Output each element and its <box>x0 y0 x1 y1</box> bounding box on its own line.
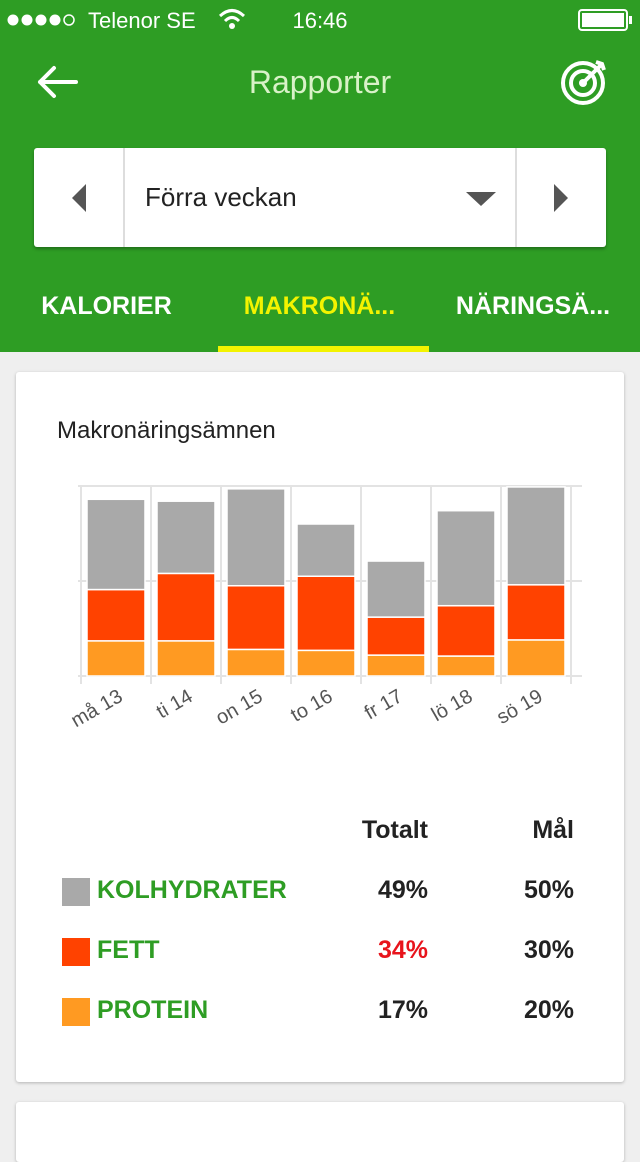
total-value: 17% <box>377 996 428 1024</box>
status-bar: Telenor SE 16:46 <box>0 0 640 40</box>
chart: må 13 ti 14 on 15 to 16 fr 17 lö 18 sö 19 <box>67 485 582 732</box>
total-value: 49% <box>377 876 428 904</box>
x-tick-label: ti 14 <box>153 685 197 723</box>
goal-value: 20% <box>523 996 574 1024</box>
x-tick-label: lö 18 <box>428 685 477 726</box>
selector-label: Förra veckan <box>145 182 297 212</box>
bar-segment <box>226 488 286 587</box>
selector-decor <box>72 148 568 247</box>
bar-segment <box>506 486 566 586</box>
wifi <box>218 9 246 29</box>
legend-swatch <box>62 878 90 906</box>
bar-segment <box>86 498 146 591</box>
bar-segment <box>86 588 146 642</box>
legend-swatch <box>62 938 90 966</box>
bar-segment <box>506 639 566 677</box>
bar-segment <box>296 649 356 677</box>
x-tick-label: to 16 <box>287 685 337 726</box>
legend-name: PROTEIN <box>97 996 209 1024</box>
total-value: 34% <box>377 936 428 964</box>
chart-title: Makronäringsämnen <box>57 417 276 444</box>
x-tick-label: sö 19 <box>493 685 546 729</box>
back-button[interactable] <box>36 64 80 100</box>
bar-segment <box>366 654 426 677</box>
column-header: Mål <box>532 816 574 844</box>
column-header: Totalt <box>361 816 428 844</box>
bar-segment <box>156 500 216 575</box>
goal-value: 30% <box>523 936 574 964</box>
tab[interactable]: MAKRONÄ... <box>243 292 396 320</box>
bar-segment <box>86 640 146 677</box>
card <box>16 1102 624 1162</box>
carrier: Telenor SE <box>88 8 196 33</box>
x-tick-label: fr 17 <box>361 685 407 724</box>
bar-segment <box>366 616 426 656</box>
clock: 16:46 <box>292 8 348 33</box>
bar-segment <box>436 655 496 677</box>
x-tick-label: må 13 <box>67 685 126 732</box>
x-tick-label: on 15 <box>212 685 266 729</box>
signal <box>7 14 75 26</box>
bar-segment <box>156 572 216 642</box>
bar-segment <box>156 640 216 677</box>
legend-name: KOLHYDRATER <box>97 876 287 904</box>
tab[interactable]: KALORIER <box>41 292 172 320</box>
bar-segment <box>506 584 566 641</box>
period-selector[interactable] <box>34 148 606 247</box>
bar-segment <box>366 560 426 618</box>
bar-segment <box>436 509 496 607</box>
header-title: Rapporter <box>248 64 392 100</box>
goal-value: 50% <box>523 876 574 904</box>
legend-swatch <box>62 998 90 1026</box>
legend-name: FETT <box>97 936 160 964</box>
battery <box>578 9 632 31</box>
tab-indicator <box>218 346 429 352</box>
bar-segment <box>226 648 286 677</box>
bar-segment <box>436 604 496 657</box>
bar-segment <box>226 585 286 651</box>
goal-button[interactable] <box>558 56 610 108</box>
bar-segment <box>296 523 356 577</box>
bar-segment <box>296 575 356 652</box>
tab[interactable]: NÄRINGSÄ... <box>455 292 611 320</box>
